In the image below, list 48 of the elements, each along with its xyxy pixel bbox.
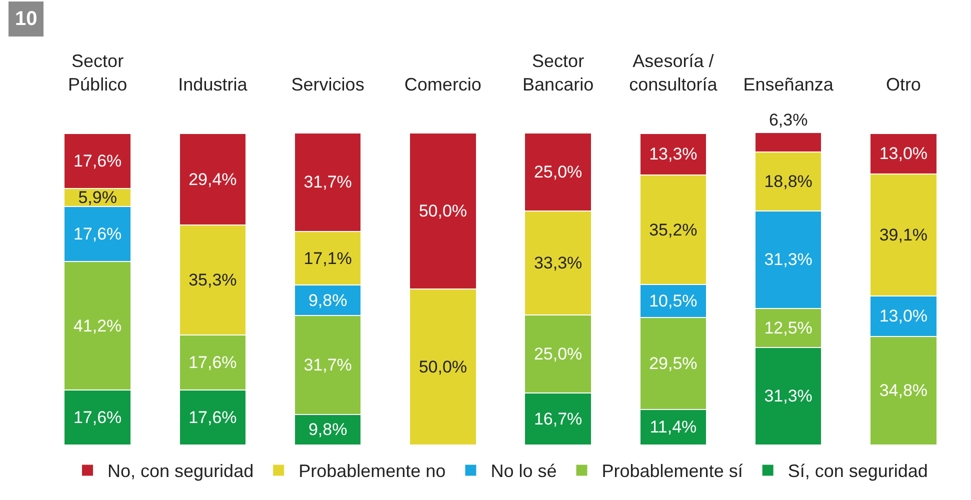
data-label: 31,3%	[764, 386, 812, 406]
data-label: 31,7%	[304, 356, 352, 375]
data-label: 6,3%	[768, 110, 808, 130]
data-label: 17,6%	[73, 408, 122, 428]
data-label: 50,0%	[418, 358, 468, 377]
data-label: 9,8%	[308, 420, 348, 440]
legend-label: Probablemente sí	[602, 461, 743, 482]
x-tick-label: Enseñanza	[743, 74, 834, 94]
x-tick-label: Asesoría / consultoría	[629, 51, 718, 94]
data-label: 50,0%	[418, 202, 468, 221]
data-label: 10,5%	[649, 292, 698, 311]
data-label: 35,3%	[188, 270, 237, 290]
x-tick-label: Industria	[178, 74, 248, 94]
data-label: 34,8%	[879, 381, 928, 400]
data-label: 17,1%	[304, 248, 352, 268]
data-label: 35,2%	[649, 220, 698, 240]
data-label: 18,8%	[764, 172, 812, 191]
data-label: 17,6%	[73, 151, 122, 170]
legend-label: Sí, con seguridad	[788, 461, 928, 482]
data-label: 25,0%	[534, 344, 582, 364]
data-label: 5,9%	[78, 188, 117, 208]
data-label: 29,4%	[188, 170, 237, 189]
data-label: 13,0%	[879, 144, 928, 164]
x-tick-label: Comercio	[404, 74, 482, 94]
x-tick-label: Servicios	[291, 74, 364, 94]
text: 10	[15, 8, 38, 30]
data-label: 17,6%	[73, 224, 122, 244]
data-label: 9,8%	[308, 290, 348, 310]
data-label: 31,3%	[764, 250, 812, 270]
legend-label: No, con seguridad	[108, 461, 254, 482]
data-label: 17,6%	[188, 408, 237, 428]
data-label: 12,5%	[764, 318, 812, 338]
x-tick-label: Sector Público	[68, 51, 128, 94]
data-label: 29,5%	[649, 354, 698, 373]
data-label: 17,6%	[188, 353, 237, 372]
data-label: 13,3%	[649, 144, 698, 164]
data-label: 33,3%	[534, 254, 582, 273]
x-tick-label: Sector Bancario	[522, 51, 594, 94]
data-label: 16,7%	[534, 409, 582, 428]
data-label: 31,7%	[304, 172, 352, 192]
data-label: 13,0%	[879, 306, 928, 326]
data-label: 39,1%	[879, 225, 928, 244]
legend-label: Probablemente no	[298, 461, 446, 482]
data-label: 11,4%	[650, 418, 697, 437]
data-label: 25,0%	[534, 162, 582, 182]
data-label: 41,2%	[73, 316, 122, 336]
x-tick-label: Otro	[886, 74, 921, 94]
legend-label: No lo sé	[490, 461, 557, 482]
